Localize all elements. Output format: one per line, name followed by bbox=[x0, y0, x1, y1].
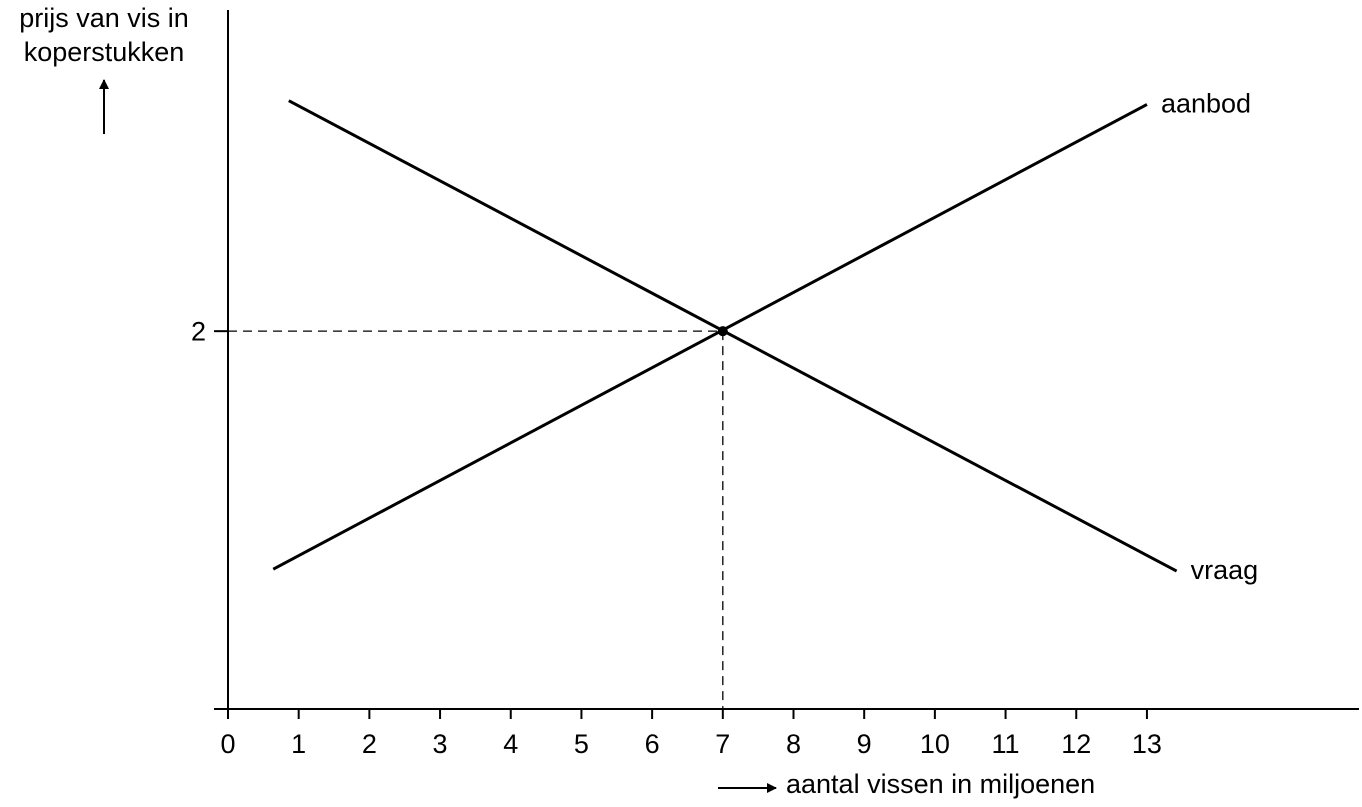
x-tick-label: 1 bbox=[291, 729, 306, 759]
y-axis-label: prijs van vis in bbox=[19, 3, 189, 33]
x-tick-label: 9 bbox=[857, 729, 872, 759]
x-tick-label: 12 bbox=[1061, 729, 1091, 759]
x-tick-label: 3 bbox=[433, 729, 448, 759]
x-tick-label: 4 bbox=[503, 729, 518, 759]
y-tick-label: 2 bbox=[191, 316, 206, 346]
x-tick-label: 0 bbox=[220, 729, 235, 759]
series-label: vraag bbox=[1191, 555, 1259, 585]
equilibrium-point bbox=[717, 326, 728, 337]
x-tick-label: 6 bbox=[645, 729, 660, 759]
series-label: aanbod bbox=[1161, 89, 1251, 119]
series-line bbox=[272, 103, 1148, 571]
x-tick-label: 10 bbox=[920, 729, 950, 759]
series-line bbox=[288, 99, 1178, 573]
x-tick-label: 11 bbox=[992, 729, 1020, 759]
x-tick-label: 2 bbox=[362, 729, 377, 759]
x-axis-label: aantal vissen in miljoenen bbox=[786, 769, 1095, 799]
x-tick-label: 7 bbox=[715, 729, 730, 759]
x-tick-label: 13 bbox=[1132, 729, 1162, 759]
y-axis-label: koperstukken bbox=[24, 37, 185, 67]
x-tick-label: 5 bbox=[574, 729, 589, 759]
x-tick-label: 8 bbox=[786, 729, 801, 759]
